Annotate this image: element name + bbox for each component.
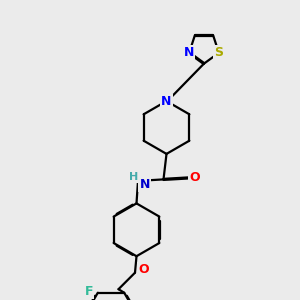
Text: N: N [184, 46, 194, 59]
Text: S: S [214, 46, 223, 59]
Text: N: N [140, 178, 150, 191]
Text: F: F [85, 285, 93, 298]
Text: H: H [129, 172, 138, 182]
Text: O: O [189, 171, 200, 184]
Text: N: N [161, 94, 172, 108]
Text: O: O [138, 263, 149, 276]
